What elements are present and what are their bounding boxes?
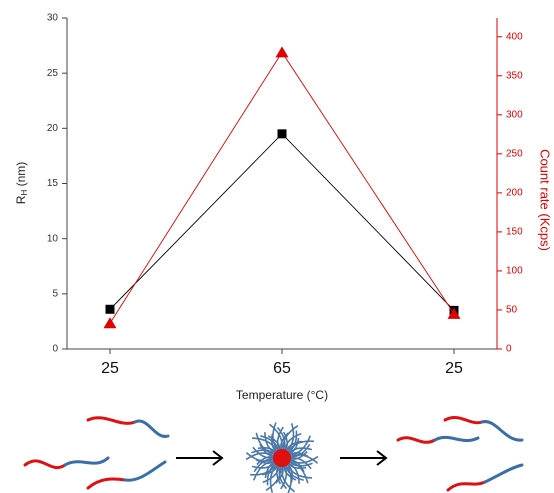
- y-label-sub: H: [20, 190, 29, 196]
- micelle-arm: [251, 461, 276, 469]
- micelle: [245, 422, 319, 493]
- y2-tick-label: 250: [506, 148, 523, 159]
- x-axis-label: Temperature (°C): [236, 388, 328, 402]
- arrow-head: [212, 450, 224, 466]
- y2-tick-label: 400: [506, 31, 523, 42]
- y2-axis-label: Count rate (Kcps): [538, 149, 553, 251]
- marker: [277, 129, 287, 139]
- y2-tick-label: 50: [506, 305, 518, 316]
- y2-tick-label: 350: [506, 70, 523, 81]
- y-tick-label: 0: [52, 344, 58, 355]
- y2-tick-label: 300: [506, 109, 523, 120]
- chain: [443, 416, 484, 425]
- chain: [483, 463, 524, 484]
- illustration: [23, 416, 524, 493]
- series-line: [109, 51, 455, 324]
- marker: [103, 317, 117, 329]
- chain: [23, 459, 67, 469]
- micelle-core: [273, 449, 291, 467]
- y-label-main: R: [14, 195, 28, 204]
- chain: [433, 435, 480, 443]
- x-tick-label: 65: [273, 360, 291, 377]
- marker: [447, 307, 461, 319]
- x-tick-label: 25: [445, 360, 463, 377]
- chain: [396, 436, 437, 444]
- chain: [480, 420, 524, 442]
- micelle-arm: [288, 447, 313, 455]
- marker: [105, 304, 115, 314]
- y-tick-label: 30: [47, 13, 59, 24]
- micelle-arm: [276, 426, 284, 451]
- chain: [446, 480, 487, 492]
- marker: [275, 46, 289, 58]
- micelle-arm: [289, 457, 312, 470]
- series-line: [109, 133, 455, 311]
- micelle-arm: [280, 465, 288, 490]
- y2-tick-label: 0: [506, 344, 512, 355]
- chain: [123, 460, 167, 482]
- micelle-arm: [252, 446, 275, 459]
- y-label-unit: (nm): [14, 162, 28, 190]
- y2-tick-label: 200: [506, 188, 523, 199]
- y-tick-label: 15: [47, 178, 59, 189]
- y-axis-label: RH (nm): [14, 162, 29, 204]
- micelle-arm: [264, 432, 277, 454]
- y2-tick-label: 100: [506, 266, 523, 277]
- micelle-arm: [287, 462, 300, 484]
- micelle-arm: [284, 432, 302, 451]
- micelle-arm: [289, 454, 319, 464]
- y2-tick-label: 150: [506, 227, 523, 238]
- y-tick-label: 25: [47, 68, 59, 79]
- chain: [86, 416, 137, 425]
- chain: [63, 456, 110, 467]
- chain: [86, 477, 127, 490]
- arrow-head: [376, 450, 388, 466]
- y-tick-label: 10: [47, 233, 59, 244]
- y-tick-label: 20: [47, 123, 59, 134]
- y-tick-label: 5: [52, 288, 58, 299]
- micelle-arm: [262, 465, 280, 484]
- chain: [133, 419, 170, 438]
- x-tick-label: 25: [101, 360, 119, 377]
